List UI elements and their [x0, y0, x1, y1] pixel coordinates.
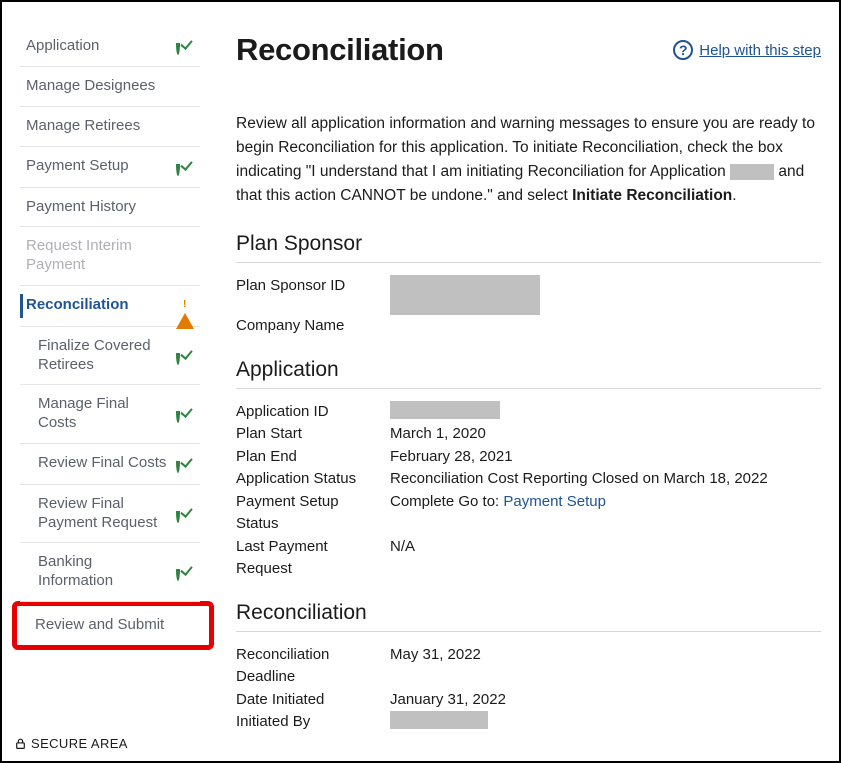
- sidebar-item-label: Review Final Costs: [38, 454, 176, 473]
- application-id-label: Application ID: [236, 401, 390, 424]
- sidebar-item-label: Reconciliation: [26, 296, 176, 315]
- sidebar-item-manage-designees[interactable]: Manage Designees: [20, 67, 200, 107]
- sidebar-item-manage-retirees[interactable]: Manage Retirees: [20, 107, 200, 147]
- intro-text: Review all application information and w…: [236, 112, 821, 208]
- check-icon: [176, 157, 196, 177]
- sidebar-item-label: Review and Submit: [35, 616, 205, 635]
- redacted-application-id: [390, 401, 500, 419]
- sidebar-item-request-interim-payment: Request Interim Payment: [20, 227, 200, 286]
- last-payment-label: Last Payment Request: [236, 536, 390, 581]
- highlight-review-and-submit: Review and Submit: [12, 601, 214, 650]
- sidebar-item-label: Request Interim Payment: [26, 237, 196, 275]
- payment-setup-link[interactable]: Payment Setup: [503, 493, 606, 510]
- redacted-initiated-by: [390, 711, 488, 729]
- check-icon: [176, 454, 196, 474]
- sidebar-item-manage-final-costs[interactable]: Manage Final Costs: [20, 385, 200, 444]
- check-icon: [176, 504, 196, 524]
- page-title: Reconciliation: [236, 32, 444, 68]
- intro-before: Review all application information and w…: [236, 115, 815, 180]
- sidebar-item-reconciliation[interactable]: Reconciliation: [20, 286, 200, 327]
- section-plan-sponsor: Plan Sponsor: [236, 232, 821, 263]
- section-reconciliation: Reconciliation: [236, 601, 821, 632]
- sidebar-item-label: Finalize Covered Retirees: [38, 337, 176, 375]
- plan-end-label: Plan End: [236, 446, 390, 469]
- redacted-app-number: [730, 164, 774, 180]
- sidebar-item-label: Manage Designees: [26, 77, 196, 96]
- reconciliation-deadline-value: May 31, 2022: [390, 644, 821, 689]
- secure-area-badge: SECURE AREA: [14, 736, 128, 751]
- help-link[interactable]: ? Help with this step: [673, 40, 821, 60]
- warning-icon: [176, 296, 196, 316]
- sidebar-item-label: Application: [26, 37, 176, 56]
- sidebar-item-review-final-payment-request[interactable]: Review Final Payment Request: [20, 485, 200, 544]
- date-initiated-label: Date Initiated: [236, 689, 390, 712]
- sidebar-item-application[interactable]: Application: [20, 26, 200, 67]
- main-content: Reconciliation ? Help with this step Rev…: [200, 26, 821, 722]
- plan-end-value: February 28, 2021: [390, 446, 821, 469]
- sidebar-nav: Application Manage Designees Manage Reti…: [20, 26, 200, 722]
- help-icon: ?: [673, 40, 693, 60]
- initiated-by-label: Initiated By: [236, 711, 390, 734]
- secure-area-text: SECURE AREA: [31, 736, 128, 751]
- intro-tail: .: [732, 187, 736, 204]
- plan-start-value: March 1, 2020: [390, 423, 821, 446]
- last-payment-value: N/A: [390, 536, 821, 581]
- plan-sponsor-id-label: Plan Sponsor ID: [236, 275, 390, 315]
- sidebar-item-banking-information[interactable]: Banking Information: [20, 543, 200, 602]
- application-status-value: Reconciliation Cost Reporting Closed on …: [390, 468, 821, 491]
- check-icon: [176, 562, 196, 582]
- payment-setup-status-value: Complete Go to: Payment Setup: [390, 491, 821, 536]
- help-link-text[interactable]: Help with this step: [699, 42, 821, 59]
- sidebar-item-label: Payment History: [26, 198, 196, 217]
- sidebar-item-label: Manage Retirees: [26, 117, 196, 136]
- sidebar-item-label: Banking Information: [38, 553, 176, 591]
- section-application: Application: [236, 358, 821, 389]
- check-icon: [176, 36, 196, 56]
- payment-setup-status-label: Payment Setup Status: [236, 491, 390, 536]
- date-initiated-value: January 31, 2022: [390, 689, 821, 712]
- intro-bold: Initiate Reconciliation: [572, 187, 732, 204]
- sidebar-item-label: Payment Setup: [26, 157, 176, 176]
- sidebar-item-label: Manage Final Costs: [38, 395, 176, 433]
- payment-setup-prefix: Complete Go to:: [390, 493, 503, 510]
- sidebar-item-review-final-costs[interactable]: Review Final Costs: [20, 444, 200, 485]
- redacted-plan-sponsor: [390, 275, 540, 315]
- sidebar-item-finalize-covered-retirees[interactable]: Finalize Covered Retirees: [20, 327, 200, 386]
- application-status-label: Application Status: [236, 468, 390, 491]
- sidebar-item-payment-history[interactable]: Payment History: [20, 188, 200, 228]
- sidebar-item-payment-setup[interactable]: Payment Setup: [20, 147, 200, 188]
- check-icon: [176, 404, 196, 424]
- check-icon: [176, 346, 196, 366]
- sidebar-item-label: Review Final Payment Request: [38, 495, 176, 533]
- reconciliation-deadline-label: Reconciliation Deadline: [236, 644, 390, 689]
- company-name-label: Company Name: [236, 315, 390, 338]
- plan-start-label: Plan Start: [236, 423, 390, 446]
- lock-icon: [14, 737, 27, 750]
- sidebar-item-review-and-submit[interactable]: Review and Submit: [17, 606, 209, 645]
